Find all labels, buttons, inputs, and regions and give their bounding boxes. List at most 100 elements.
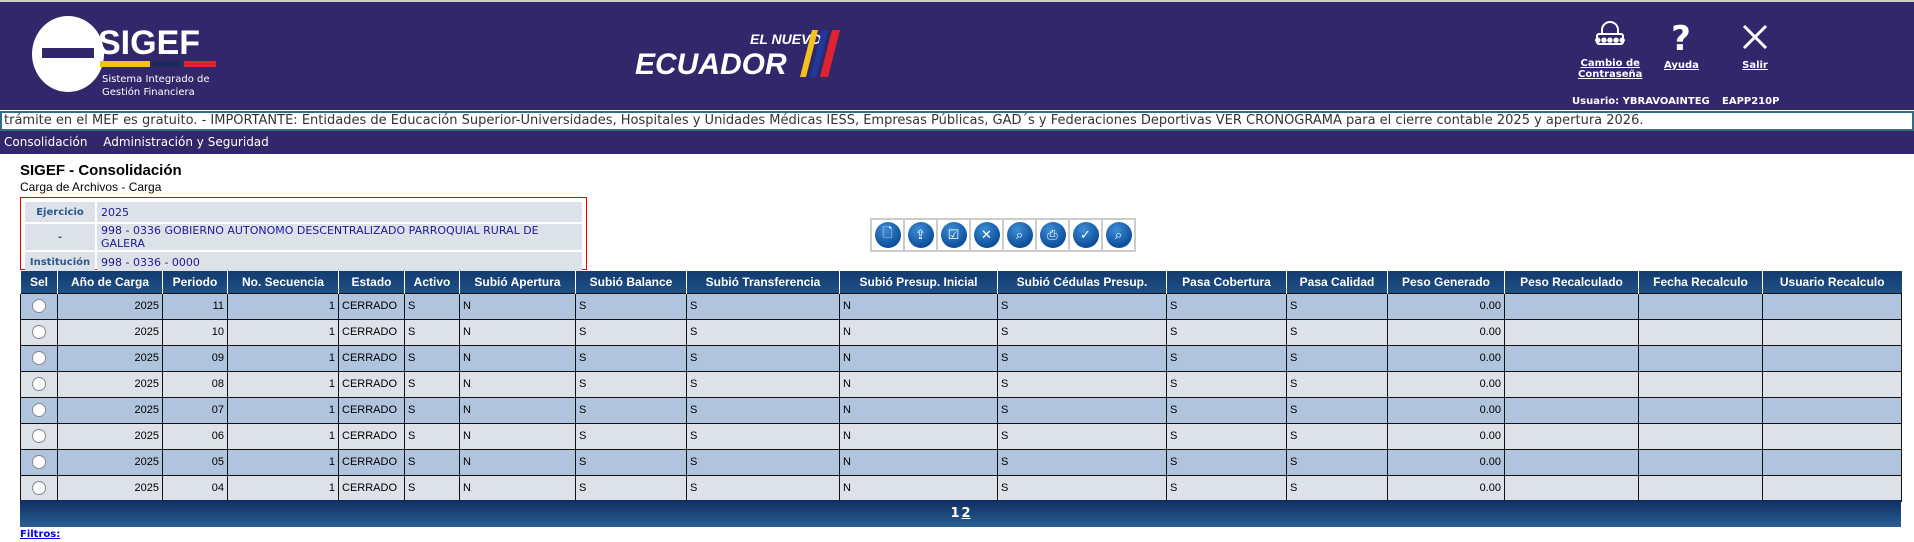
table-cell [1638,422,1763,450]
sel-cell [20,318,58,346]
table-cell: S [1166,344,1287,372]
table-cell: 09 [162,344,228,372]
toolbar-button-delete[interactable]: ✕ [970,219,1003,251]
table-cell: 0.00 [1387,292,1505,320]
table-cell: N [839,448,998,476]
help-link[interactable]: Ayuda [1664,60,1699,71]
logout-link[interactable]: Salir [1742,60,1768,71]
help-button[interactable]: ? Ayuda [1664,20,1699,71]
column-header: Activo [404,271,460,293]
toolbar-button-validate-grid[interactable]: ☑ [937,219,970,251]
info-label: Ejercicio [25,202,95,222]
table-cell: S [1286,396,1388,424]
info-value: 2025 [97,202,582,222]
new-file-icon: 🗋 [874,222,901,248]
info-label: - [25,224,95,250]
table-cell: 0.00 [1387,474,1505,502]
toolbar-button-print[interactable]: ⎙ [1036,219,1069,251]
app-header: SIGEF Sistema Integrado de Gestión Finan… [0,0,1914,110]
column-header: Subió Transferencia [686,271,840,293]
table-cell [1638,318,1763,346]
table-cell: 2025 [57,422,163,450]
table-cell: S [1166,474,1287,502]
table-cell [1504,448,1639,476]
table-cell: CERRADO [338,422,405,450]
table-cell [1638,344,1763,372]
info-row: Ejercicio 2025 [25,202,582,222]
row-select-radio[interactable] [32,325,46,339]
table-cell: S [1286,474,1388,502]
table-row: 2025 04 1 CERRADO S N S S N S S S 0.00 [20,474,1902,502]
filters-link[interactable]: Filtros: [20,529,61,540]
column-header: Subió Balance [575,271,687,293]
table-cell [1638,292,1763,320]
menu-administracion[interactable]: Administración y Seguridad [103,135,269,149]
table-cell: CERRADO [338,344,405,372]
toolbar-button-search-db[interactable]: ⌕ [1102,219,1135,251]
table-cell: S [1286,344,1388,372]
table-cell: N [839,422,998,450]
table-cell: 2025 [57,370,163,398]
page-2-link[interactable]: 2 [961,506,971,521]
table-cell: S [997,318,1167,346]
change-password-link[interactable]: Cambio de [1580,58,1640,69]
table-cell: N [459,344,576,372]
column-header: Sel [20,271,58,293]
table-cell: N [459,422,576,450]
table-cell: 2025 [57,474,163,502]
table-cell: N [459,318,576,346]
column-header: Subió Cédulas Presup. [997,271,1167,293]
table-cell: S [686,422,840,450]
sel-cell [20,474,58,502]
table-cell: N [839,292,998,320]
column-header: Subió Presup. Inicial [839,271,998,293]
logout-button[interactable]: Salir [1740,20,1770,71]
table-cell: S [1166,396,1287,424]
table-cell: 1 [227,422,339,450]
column-header: No. Secuencia [227,271,339,293]
table-cell: 2025 [57,448,163,476]
row-select-radio[interactable] [32,377,46,391]
table-cell [1762,396,1902,424]
table-cell: 05 [162,448,228,476]
change-password-button[interactable]: ●●●●● Cambio de Contraseña [1578,20,1642,80]
table-cell: S [997,370,1167,398]
esigef-logo: SIGEF Sistema Integrado de Gestión Finan… [32,16,216,98]
table-cell: 1 [227,292,339,320]
server-label: EAPP210P [1722,96,1780,107]
table-cell: 1 [227,396,339,424]
row-select-radio[interactable] [32,403,46,417]
column-header: Fecha Recalculo [1638,271,1763,293]
page-1[interactable]: 1 [950,506,960,521]
table-cell [1762,474,1902,502]
table-cell: S [686,448,840,476]
table-cell: N [839,474,998,502]
svg-text:Gestión Financiera: Gestión Financiera [102,86,195,98]
toolbar-button-upload[interactable]: ⇪ [904,219,937,251]
user-label: Usuario: YBRAVOAINTEG [1572,96,1710,107]
row-select-radio[interactable] [32,299,46,313]
table-cell: S [686,396,840,424]
row-select-radio[interactable] [32,481,46,495]
toolbar-button-check-c[interactable]: ✓ [1069,219,1102,251]
table-cell: 07 [162,396,228,424]
toolbar-button-search-file[interactable]: ⌕ [1003,219,1036,251]
table-cell [1638,396,1763,424]
table-row: 2025 11 1 CERRADO S N S S N S S S 0.00 [20,292,1902,320]
menu-consolidacion[interactable]: Consolidación [4,135,88,149]
table-cell: 0.00 [1387,370,1505,398]
table-cell: 1 [227,474,339,502]
row-select-radio[interactable] [32,351,46,365]
table-cell: S [575,422,687,450]
table-cell: 0.00 [1387,344,1505,372]
table-cell: N [459,448,576,476]
toolbar-button-new-file[interactable]: 🗋 [871,219,904,251]
change-password-link-2[interactable]: Contraseña [1578,69,1643,80]
row-select-radio[interactable] [32,429,46,443]
table-cell [1762,448,1902,476]
table-cell: 1 [227,448,339,476]
table-cell: S [575,370,687,398]
row-select-radio[interactable] [32,455,46,469]
delete-icon: ✕ [973,222,1000,248]
